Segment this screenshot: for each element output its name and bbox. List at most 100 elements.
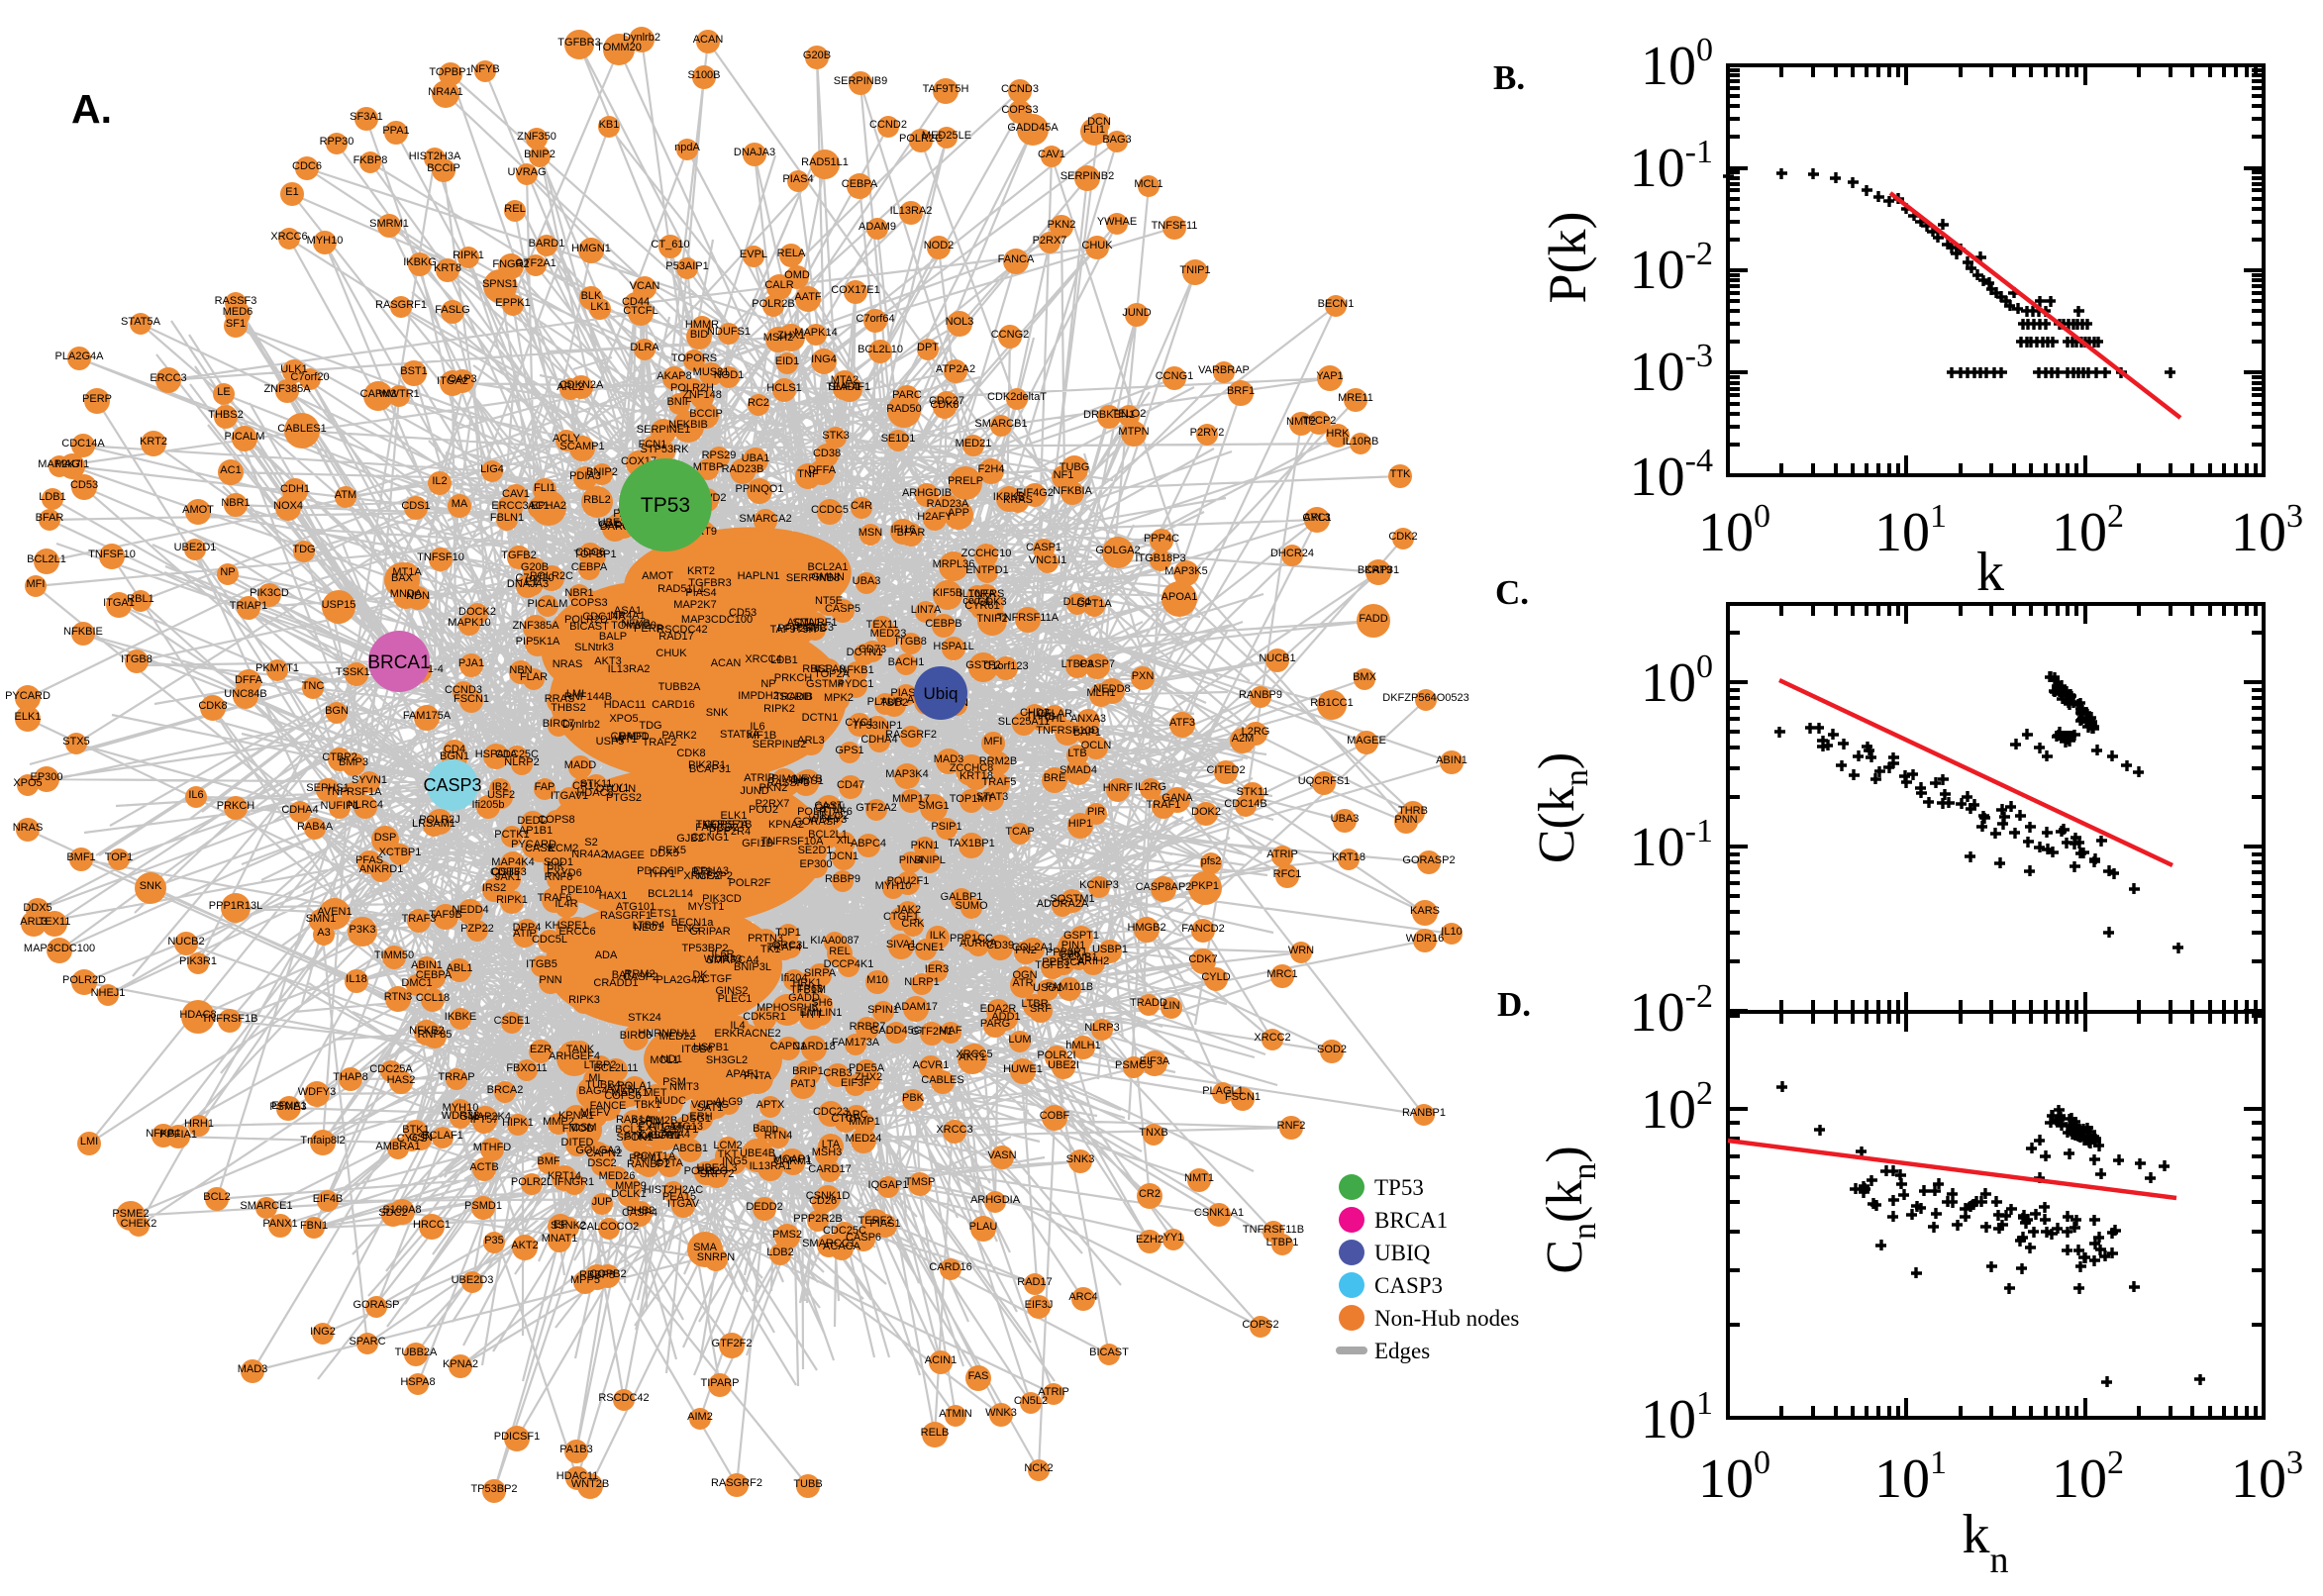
svg-text:SMARCB1: SMARCB1: [974, 418, 1027, 430]
svg-text:MAP4K4: MAP4K4: [491, 856, 534, 868]
svg-text:UBA1: UBA1: [742, 452, 770, 464]
svg-text:ITGA2: ITGA2: [437, 375, 468, 387]
svg-text:RASSF3: RASSF3: [767, 777, 810, 789]
svg-text:CDC6: CDC6: [575, 547, 605, 558]
svg-text:RAD23A: RAD23A: [927, 498, 969, 510]
svg-text:ITGB6: ITGB6: [681, 1044, 713, 1055]
svg-text:STAT5A: STAT5A: [720, 729, 760, 741]
svg-text:SERPINB2: SERPINB2: [1060, 170, 1114, 182]
svg-text:ATG14: ATG14: [649, 1121, 682, 1133]
svg-text:TRADD: TRADD: [1130, 997, 1167, 1009]
svg-text:TOPORS: TOPORS: [671, 352, 717, 364]
svg-text:HIP1: HIP1: [1068, 818, 1092, 830]
svg-text:ING4: ING4: [811, 353, 837, 365]
svg-text:ABCB1: ABCB1: [672, 1143, 708, 1154]
svg-text:CCNG1: CCNG1: [691, 832, 730, 844]
svg-text:IL6: IL6: [750, 721, 764, 733]
svg-text:MAP3CDC100: MAP3CDC100: [24, 943, 95, 954]
svg-text:ZHX2: ZHX2: [855, 1071, 882, 1083]
svg-text:LTBP1: LTBP1: [1266, 1237, 1299, 1248]
svg-text:MTA2: MTA2: [831, 374, 859, 386]
svg-text:ARIH2: ARIH2: [1077, 955, 1109, 967]
svg-text:NDUFS1: NDUFS1: [707, 326, 751, 338]
svg-text:TP53BP2: TP53BP2: [470, 1483, 517, 1495]
svg-text:TUBB2A: TUBB2A: [395, 1347, 438, 1358]
svg-text:NLRP2: NLRP2: [504, 756, 539, 768]
svg-text:AIM2: AIM2: [687, 1411, 713, 1423]
svg-text:CASP6: CASP6: [846, 1232, 881, 1244]
svg-text:M10: M10: [866, 974, 887, 986]
svg-text:BIRC6: BIRC6: [620, 1030, 652, 1042]
svg-text:NLRP3: NLRP3: [1084, 1022, 1119, 1034]
svg-text:ABPC4: ABPC4: [851, 838, 886, 849]
svg-text:MSH2: MSH2: [763, 332, 794, 344]
svg-text:CTGF: CTGF: [702, 973, 732, 985]
svg-text:C1orf123: C1orf123: [983, 660, 1028, 672]
svg-text:UBE4B: UBE4B: [740, 1147, 775, 1159]
svg-text:POLA1: POLA1: [617, 1080, 652, 1092]
svg-text:PERP: PERP: [634, 623, 663, 635]
svg-text:ETS1: ETS1: [650, 908, 677, 920]
svg-text:TNFRSF11A: TNFRSF11A: [997, 612, 1060, 624]
svg-text:CTBP2: CTBP2: [322, 751, 356, 763]
svg-text:SF1: SF1: [226, 318, 246, 330]
svg-text:P3K3: P3K3: [350, 924, 376, 936]
svg-text:MMP2: MMP2: [543, 1116, 574, 1128]
svg-text:CDHA4: CDHA4: [281, 804, 318, 816]
svg-text:BAX: BAX: [391, 572, 414, 584]
svg-text:TRRAP: TRRAP: [438, 1071, 474, 1083]
svg-text:PPP1R13L: PPP1R13L: [209, 900, 262, 912]
svg-text:OMD: OMD: [784, 269, 810, 281]
svg-text:TANK: TANK: [566, 1044, 595, 1055]
svg-text:MED25LE: MED25LE: [922, 130, 971, 142]
svg-text:PN2: PN2: [1015, 945, 1036, 956]
svg-text:IL10: IL10: [1441, 926, 1462, 938]
svg-text:CDK2: CDK2: [1388, 531, 1417, 543]
svg-text:NOX4: NOX4: [273, 500, 303, 512]
svg-text:BCL2L11: BCL2L11: [593, 1062, 638, 1074]
svg-text:EZH2: EZH2: [1136, 1234, 1163, 1246]
svg-text:HDAC8: HDAC8: [576, 787, 613, 799]
svg-text:LIG4: LIG4: [480, 463, 504, 475]
svg-text:CR1: CR1: [572, 780, 594, 792]
svg-text:NFKBIA: NFKBIA: [1053, 485, 1092, 497]
svg-text:SPNS1: SPNS1: [482, 278, 518, 290]
svg-text:PPP3R1: PPP3R1: [1046, 947, 1087, 958]
svg-text:MEFV: MEFV: [580, 1107, 611, 1119]
svg-text:RAD17: RAD17: [658, 631, 693, 643]
svg-text:NMT2: NMT2: [1286, 416, 1316, 428]
svg-text:IL2RG: IL2RG: [1135, 781, 1166, 793]
svg-text:SCAMP1: SCAMP1: [559, 441, 604, 452]
svg-text:IL4: IL4: [730, 1020, 745, 1032]
svg-text:NEDD4: NEDD4: [452, 904, 488, 916]
svg-text:PICALM: PICALM: [528, 598, 568, 610]
svg-text:ARHGDIB: ARHGDIB: [902, 487, 952, 499]
svg-text:GB6: GB6: [1059, 948, 1080, 960]
svg-text:BNIPL: BNIPL: [914, 854, 946, 866]
svg-text:ZNF385A: ZNF385A: [512, 620, 559, 632]
svg-text:BGN: BGN: [325, 705, 349, 717]
svg-text:THBS2: THBS2: [551, 702, 585, 714]
svg-text:PARK2: PARK2: [661, 730, 696, 742]
svg-text:PSMD1: PSMD1: [464, 1200, 502, 1212]
svg-text:MAPK1: MAPK1: [611, 1087, 648, 1099]
svg-text:MPHOSPH6: MPHOSPH6: [757, 1002, 818, 1014]
svg-text:CDC25A: CDC25A: [369, 1063, 413, 1075]
svg-text:PTGS2: PTGS2: [606, 792, 642, 804]
svg-text:BRF1: BRF1: [1227, 385, 1255, 397]
svg-text:TAX1BP1: TAX1BP1: [948, 838, 995, 849]
svg-text:PIP5K1A: PIP5K1A: [516, 636, 560, 648]
svg-text:PKN2: PKN2: [759, 782, 788, 794]
svg-text:LTBR: LTBR: [1021, 998, 1048, 1010]
svg-text:DDX5: DDX5: [650, 848, 678, 859]
svg-text:ITGB5: ITGB5: [526, 958, 557, 970]
svg-text:MUS81: MUS81: [693, 366, 730, 378]
svg-text:EID1: EID1: [775, 355, 799, 367]
svg-text:RRAS: RRAS: [545, 693, 575, 705]
svg-text:SLC25A11: SLC25A11: [998, 716, 1050, 728]
svg-text:MFI: MFI: [984, 736, 1003, 748]
svg-text:RBL2: RBL2: [583, 494, 611, 506]
svg-text:MT1A: MT1A: [392, 566, 422, 578]
svg-text:CARD18: CARD18: [792, 1041, 835, 1052]
svg-text:SSNK2: SSNK2: [551, 1220, 586, 1232]
